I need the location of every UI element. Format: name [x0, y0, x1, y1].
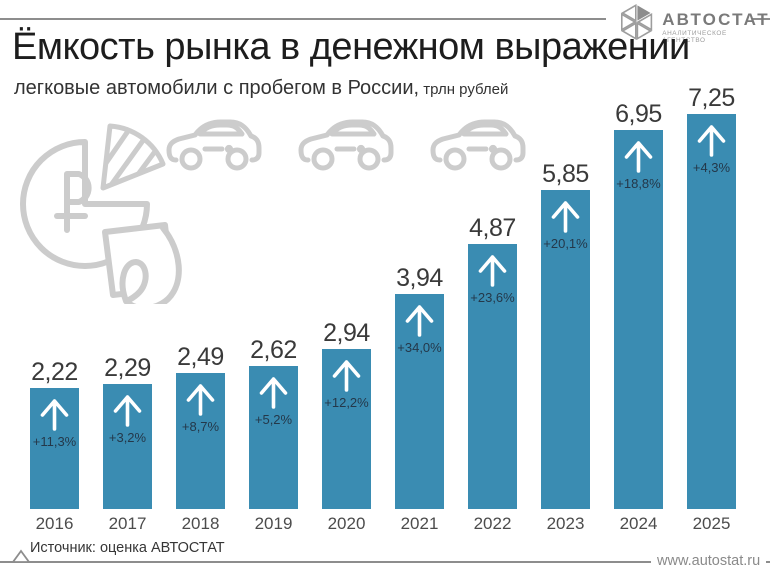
bar-group-2025: 7,25 +4,3% 2025	[687, 84, 736, 533]
autostat-logo: АВТОСТАТ АНАЛИТИЧЕСКОЕ АГЕНТСТВО	[614, 2, 770, 44]
bar: +18,8%	[614, 130, 663, 509]
growth-percent-label: +4,3%	[692, 160, 731, 175]
subtitle-main: легковые автомобили с пробегом в России,	[14, 77, 420, 99]
growth-arrow-icon	[113, 395, 142, 427]
bar-group-2024: 6,95 +18,8% 2024	[614, 100, 663, 533]
bottom-divider	[0, 561, 770, 563]
car-watermark-icon	[298, 119, 394, 171]
growth-percent-label: +11,3%	[32, 434, 77, 449]
growth-arrow-icon	[551, 201, 580, 233]
growth-percent-label: +34,0%	[397, 340, 442, 355]
growth-arrow-icon	[405, 305, 434, 337]
growth-arrow-icon	[332, 360, 361, 392]
bar-group-2021: 3,94 +34,0% 2021	[395, 264, 444, 533]
bar-group-2020: 2,94 +12,2% 2020	[322, 319, 371, 533]
bar-group-2022: 4,87 +23,6% 2022	[468, 214, 517, 533]
bar-group-2023: 5,85 +20,1% 2023	[541, 160, 590, 533]
bar-value-label: 2,22	[31, 358, 78, 386]
logo-name: АВТОСТАТ	[662, 10, 770, 29]
car-watermark-icon	[166, 119, 262, 171]
bar: +12,2%	[322, 349, 371, 509]
bar-group-2018: 2,49 +8,7% 2018	[176, 343, 225, 533]
bar: +34,0%	[395, 294, 444, 509]
growth-percent-label: +18,8%	[616, 176, 661, 191]
year-label: 2023	[546, 514, 585, 533]
bar-value-label: 2,94	[323, 319, 370, 347]
source-note: Источник: оценка АВТОСТАТ	[30, 540, 225, 556]
bar-value-label: 3,94	[396, 264, 443, 292]
bar: +8,7%	[176, 373, 225, 509]
bar-value-label: 5,85	[542, 160, 589, 188]
year-label: 2020	[327, 514, 366, 533]
bar-value-label: 4,87	[469, 214, 516, 242]
growth-arrow-icon	[259, 377, 288, 409]
bar: +5,2%	[249, 366, 298, 509]
growth-percent-label: +23,6%	[470, 290, 515, 305]
year-label: 2021	[400, 514, 439, 533]
bar: +3,2%	[103, 384, 152, 509]
bar: +4,3%	[687, 114, 736, 509]
year-label: 2017	[108, 514, 147, 533]
bar-value-label: 2,29	[104, 354, 151, 382]
bar-value-label: 6,95	[615, 100, 662, 128]
year-label: 2018	[181, 514, 220, 533]
ruble-pie-watermark-icon	[20, 123, 182, 304]
footer-triangle-icon	[11, 549, 31, 563]
bar: +11,3%	[30, 388, 79, 509]
subtitle-unit: трлн рублей	[419, 81, 509, 98]
bar-value-label: 2,62	[250, 336, 297, 364]
bar-group-2017: 2,29 +3,2% 2017	[103, 354, 152, 533]
growth-arrow-icon	[624, 141, 653, 173]
car-watermark-icon	[430, 119, 526, 171]
page-title: Ёмкость рынка в денежном выражении	[12, 26, 690, 68]
autostat-hexagon-icon	[620, 3, 653, 41]
year-label: 2025	[692, 514, 731, 533]
bar-group-2019: 2,62 +5,2% 2019	[249, 336, 298, 533]
growth-percent-label: +20,1%	[543, 236, 588, 251]
logo-tagline: АНАЛИТИЧЕСКОЕ АГЕНТСТВО	[662, 30, 727, 44]
growth-arrow-icon	[478, 255, 507, 287]
bar-value-label: 7,25	[688, 84, 735, 112]
website-link: www.autostat.ru	[651, 553, 767, 570]
bar-group-2016: 2,22 +11,3% 2016	[30, 358, 79, 533]
growth-percent-label: +3,2%	[108, 430, 147, 445]
year-label: 2016	[35, 514, 74, 533]
bar-value-label: 2,49	[177, 343, 224, 371]
page-subtitle: легковые автомобили с пробегом в России,…	[14, 77, 508, 100]
year-label: 2022	[473, 514, 512, 533]
bar: +23,6%	[468, 244, 517, 509]
growth-arrow-icon	[40, 399, 69, 431]
year-label: 2024	[619, 514, 658, 533]
bar: +20,1%	[541, 190, 590, 509]
top-divider-left	[0, 18, 606, 20]
growth-arrow-icon	[697, 125, 726, 157]
growth-percent-label: +8,7%	[181, 419, 220, 434]
year-label: 2019	[254, 514, 293, 533]
growth-percent-label: +12,2%	[324, 395, 369, 410]
growth-arrow-icon	[186, 384, 215, 416]
top-divider-right	[752, 18, 770, 20]
growth-percent-label: +5,2%	[254, 412, 293, 427]
